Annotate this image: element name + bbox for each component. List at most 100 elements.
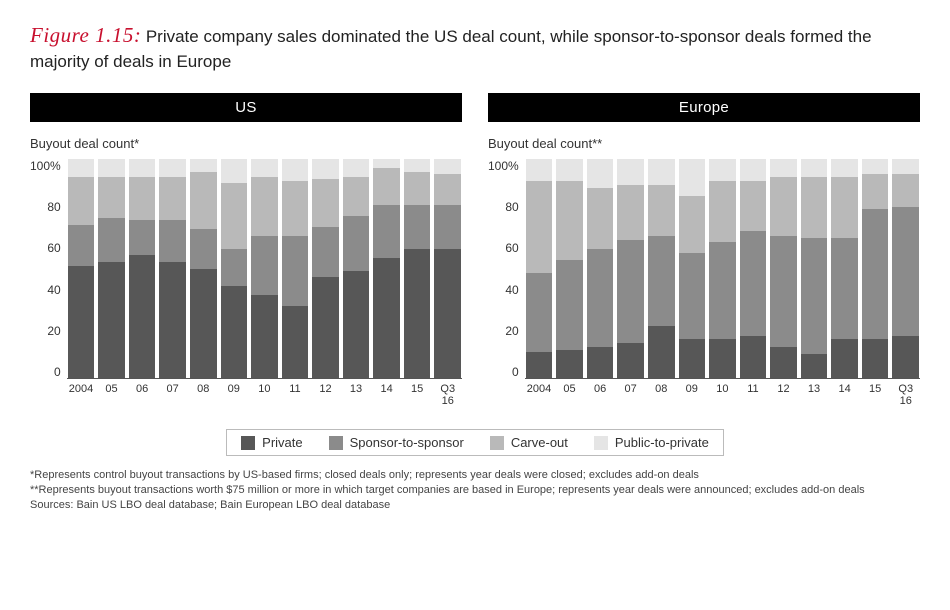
ytick: 80 bbox=[505, 200, 518, 214]
bar-segment bbox=[190, 172, 217, 229]
bar-segment bbox=[831, 159, 858, 177]
bar-segment bbox=[770, 177, 797, 236]
xlabel: 07 bbox=[617, 383, 644, 407]
bar-segment bbox=[892, 207, 919, 336]
bar bbox=[434, 159, 461, 378]
bar-segment bbox=[434, 205, 461, 249]
footnotes: *Represents control buyout transactions … bbox=[30, 468, 920, 513]
bar-segment bbox=[251, 159, 278, 177]
bar-segment bbox=[251, 177, 278, 236]
bar-segment bbox=[648, 185, 675, 235]
bar-segment bbox=[617, 343, 644, 378]
bar-segment bbox=[68, 266, 95, 378]
xlabel: 13 bbox=[343, 383, 370, 407]
bar-segment bbox=[892, 174, 919, 207]
bar-segment bbox=[282, 236, 309, 306]
bar bbox=[404, 159, 431, 378]
bar-segment bbox=[526, 181, 553, 273]
plot-area bbox=[67, 159, 462, 379]
bar-segment bbox=[862, 174, 889, 209]
bar-segment bbox=[343, 159, 370, 177]
panel-header: Europe bbox=[488, 93, 920, 122]
xaxis: 20040506070809101112131415Q316 bbox=[525, 379, 920, 407]
bar-segment bbox=[892, 159, 919, 174]
bar-segment bbox=[556, 159, 583, 181]
bar-segment bbox=[129, 177, 156, 221]
bar-segment bbox=[312, 227, 339, 277]
legend-swatch bbox=[490, 436, 504, 450]
bar-segment bbox=[282, 181, 309, 236]
bar bbox=[740, 159, 767, 378]
bar-segment bbox=[221, 249, 248, 286]
bar-segment bbox=[556, 260, 583, 350]
bar-segment bbox=[709, 339, 736, 378]
chart: 100%80604020020040506070809101112131415Q… bbox=[488, 159, 920, 419]
legend-item: Private bbox=[241, 435, 302, 450]
plot-area bbox=[525, 159, 920, 379]
bar-segment bbox=[159, 177, 186, 221]
bar-segment bbox=[190, 229, 217, 268]
bar-segment bbox=[68, 159, 95, 177]
xlabel: 11 bbox=[282, 383, 309, 407]
xlabel: 07 bbox=[159, 383, 186, 407]
xlabel: 12 bbox=[770, 383, 797, 407]
bar-segment bbox=[709, 159, 736, 181]
bar-segment bbox=[679, 196, 706, 253]
bar bbox=[129, 159, 156, 378]
bar-segment bbox=[679, 253, 706, 338]
bar-segment bbox=[343, 216, 370, 271]
bar-segment bbox=[221, 159, 248, 183]
bar-segment bbox=[770, 159, 797, 177]
bar-segment bbox=[343, 177, 370, 216]
bar-segment bbox=[831, 339, 858, 378]
bar-segment bbox=[679, 159, 706, 196]
bar bbox=[312, 159, 339, 378]
bar-segment bbox=[190, 269, 217, 379]
xaxis: 20040506070809101112131415Q316 bbox=[67, 379, 462, 407]
bar bbox=[831, 159, 858, 378]
ytick: 40 bbox=[47, 283, 60, 297]
bar bbox=[679, 159, 706, 378]
bar bbox=[190, 159, 217, 378]
bar-segment bbox=[770, 236, 797, 348]
legend-item: Carve-out bbox=[490, 435, 568, 450]
bar-segment bbox=[404, 172, 431, 205]
bar-segment bbox=[648, 236, 675, 326]
bar bbox=[68, 159, 95, 378]
bar bbox=[648, 159, 675, 378]
bar-segment bbox=[159, 262, 186, 378]
bar-segment bbox=[98, 177, 125, 219]
bar-segment bbox=[526, 159, 553, 181]
bar bbox=[526, 159, 553, 378]
xlabel: 2004 bbox=[526, 383, 553, 407]
bar-segment bbox=[587, 249, 614, 348]
bar bbox=[556, 159, 583, 378]
bar-segment bbox=[801, 238, 828, 354]
bar-segment bbox=[740, 181, 767, 231]
plot: 20040506070809101112131415Q316 bbox=[525, 159, 920, 419]
bar-segment bbox=[129, 255, 156, 378]
bar-segment bbox=[862, 209, 889, 338]
bar bbox=[343, 159, 370, 378]
bar-segment bbox=[434, 174, 461, 205]
panels-row: USBuyout deal count*100%8060402002004050… bbox=[30, 93, 920, 419]
bar-segment bbox=[740, 336, 767, 378]
bar-segment bbox=[556, 350, 583, 378]
bar-segment bbox=[434, 159, 461, 174]
bar-segment bbox=[648, 159, 675, 185]
legend-swatch bbox=[241, 436, 255, 450]
bar bbox=[159, 159, 186, 378]
bar-segment bbox=[68, 177, 95, 225]
legend-swatch bbox=[594, 436, 608, 450]
bar-segment bbox=[251, 236, 278, 295]
xlabel: 08 bbox=[190, 383, 217, 407]
legend-label: Private bbox=[262, 435, 302, 450]
xlabel: 15 bbox=[404, 383, 431, 407]
bar bbox=[587, 159, 614, 378]
bar bbox=[251, 159, 278, 378]
bar-segment bbox=[221, 183, 248, 249]
bar-segment bbox=[526, 352, 553, 378]
panel-header: US bbox=[30, 93, 462, 122]
yaxis: 100%806040200 bbox=[488, 159, 525, 379]
plot: 20040506070809101112131415Q316 bbox=[67, 159, 462, 419]
